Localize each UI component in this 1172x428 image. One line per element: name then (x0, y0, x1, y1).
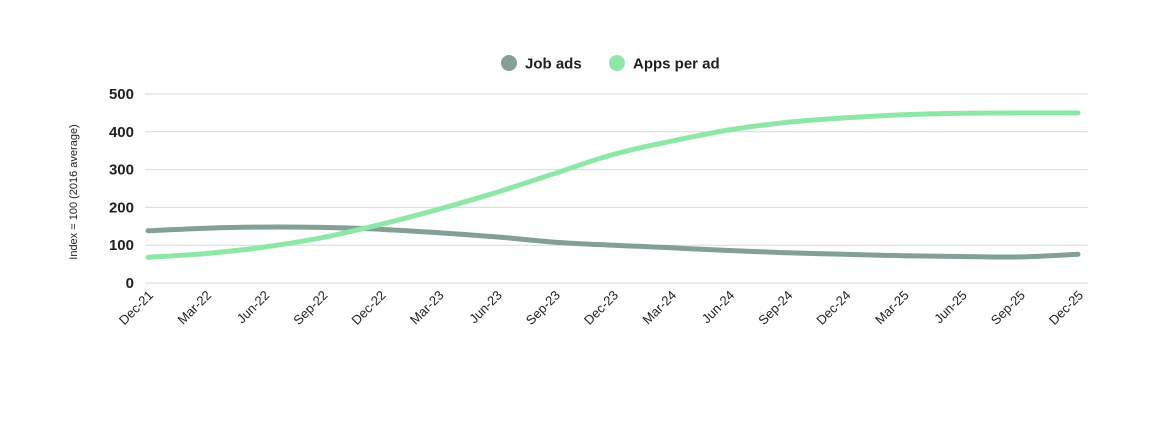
x-tick-label: Sep-25 (988, 288, 1028, 328)
y-tick-label: 300 (109, 162, 134, 179)
legend-marker-job-ads (501, 55, 517, 71)
y-axis-label: Index = 100 (2016 average) (68, 124, 80, 259)
y-axis-ticks: 0 100 200 300 400 500 (109, 86, 134, 292)
x-tick-label: Mar-22 (175, 288, 215, 328)
x-tick-label: Mar-24 (640, 288, 680, 328)
gridlines (145, 93, 1088, 284)
x-tick-label: Dec-24 (813, 288, 853, 328)
x-tick-label: Jun-22 (234, 288, 273, 327)
x-tick-label: Mar-23 (407, 288, 447, 328)
legend: Job ads Apps per ad (501, 55, 720, 73)
series-line-apps-per-ad (145, 110, 1081, 260)
legend-label-job-ads: Job ads (525, 56, 582, 73)
x-tick-label: Dec-25 (1046, 288, 1086, 328)
x-tick-label: Jun-23 (466, 288, 505, 327)
x-tick-label: Mar-25 (872, 288, 912, 328)
x-tick-label: Sep-24 (755, 288, 795, 328)
y-tick-label: 500 (109, 86, 134, 103)
y-tick-label: 0 (126, 275, 134, 292)
x-axis-ticks: Dec-21 Mar-22 Jun-22 Sep-22 Dec-22 Mar-23 Jun-… (116, 288, 1086, 328)
x-tick-label: Dec-21 (116, 288, 156, 328)
x-tick-label: Sep-22 (290, 288, 330, 328)
series-lines (145, 110, 1081, 260)
legend-label-apps-per-ad: Apps per ad (633, 56, 720, 73)
x-tick-label: Dec-23 (581, 288, 621, 328)
series-line-job-ads (145, 224, 1081, 260)
y-tick-label: 400 (109, 124, 134, 141)
x-tick-label: Sep-23 (523, 288, 563, 328)
x-tick-label: Jun-24 (699, 288, 738, 327)
y-tick-label: 100 (109, 237, 134, 254)
x-tick-label: Jun-25 (931, 288, 970, 327)
y-tick-label: 200 (109, 199, 134, 216)
x-tick-label: Dec-22 (348, 288, 388, 328)
legend-marker-apps-per-ad (609, 55, 625, 71)
